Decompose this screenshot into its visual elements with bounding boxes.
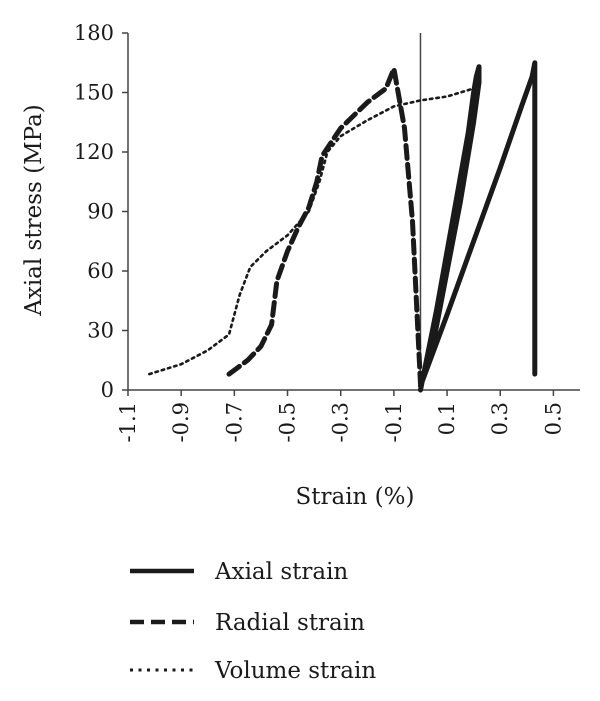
y-axis-title: Axial stress (MPa) bbox=[21, 104, 47, 317]
x-tick-label: -0.1 bbox=[382, 402, 406, 443]
x-tick-label: -0.9 bbox=[169, 402, 193, 443]
x-axis-ticks: -1.1 -0.9 -0.7 -0.5 -0.3 -0.1 0.1 0.3 0.5 bbox=[116, 390, 565, 443]
y-tick-label: 150 bbox=[74, 81, 114, 105]
legend-label: Axial strain bbox=[214, 559, 348, 585]
series-layer bbox=[148, 60, 538, 393]
series-line-radial-strain bbox=[226, 66, 423, 387]
x-axis-title: Strain (%) bbox=[296, 484, 415, 510]
y-tick-label: 30 bbox=[87, 319, 114, 343]
plot-area: 0 30 60 90 120 150 180 -1.1 -0.9 -0.7 -0.5 -0.3 -0.… bbox=[74, 21, 580, 443]
y-tick-label: 120 bbox=[74, 140, 114, 164]
legend-label: Volume strain bbox=[214, 658, 376, 684]
y-axis-ticks: 0 30 60 90 120 150 180 bbox=[74, 21, 128, 402]
y-tick-label: 60 bbox=[87, 259, 114, 283]
x-tick-label: -0.7 bbox=[222, 402, 246, 443]
legend: Axial strain Radial strain Volume strain bbox=[130, 559, 376, 684]
y-tick-label: 180 bbox=[74, 21, 114, 45]
series-line-volume-strain bbox=[148, 87, 475, 376]
series-line-axial-strain bbox=[418, 60, 538, 393]
x-tick-label: -0.3 bbox=[329, 402, 353, 443]
x-tick-label: 0.3 bbox=[488, 402, 512, 435]
y-tick-label: 90 bbox=[87, 200, 114, 224]
x-tick-label: 0.5 bbox=[541, 402, 565, 435]
x-tick-label: -0.5 bbox=[276, 402, 300, 443]
legend-label: Radial strain bbox=[215, 610, 365, 636]
x-tick-label: -1.1 bbox=[116, 402, 140, 443]
x-tick-label: 0.1 bbox=[435, 402, 459, 435]
y-tick-label: 0 bbox=[101, 378, 114, 402]
